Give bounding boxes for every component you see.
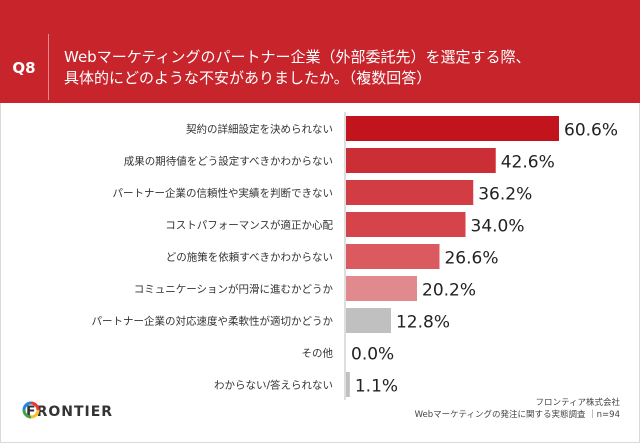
value-label: 1.1%: [355, 377, 398, 397]
bar: [346, 372, 350, 397]
category-label: パートナー企業の信頼性や実績を判断できない: [113, 187, 334, 200]
question-number: Q8: [12, 59, 36, 77]
category-label: 成果の期待値をどう設定すべきかわからない: [124, 155, 333, 168]
company-name: フロンティア株式会社: [535, 398, 621, 408]
category-label: コストパフォーマンスが適正か心配: [165, 219, 333, 232]
frontier-logo: FRONTIER: [22, 401, 113, 423]
value-label: 20.2%: [422, 281, 476, 301]
category-label: 契約の詳細設定を決められない: [186, 123, 333, 136]
value-label: 0.0%: [351, 345, 394, 365]
category-label: どの施策を依頼すべきかわからない: [166, 251, 333, 264]
value-label: 42.6%: [501, 153, 555, 173]
bar-chart-svg: 契約の詳細設定を決められない 60.6% 成果の期待値をどう設定すべきかわからない 4…: [92, 112, 618, 400]
bar: [346, 180, 474, 205]
value-label: 60.6%: [564, 121, 618, 141]
header-divider: [48, 34, 49, 100]
bar-chart: 契約の詳細設定を決められない 60.6% 成果の期待値をどう設定すべきかわからない 4…: [0, 108, 640, 400]
category-label: その他: [302, 347, 334, 360]
bar: [346, 212, 466, 237]
bar: [346, 244, 440, 269]
logo-text: FRONTIER: [26, 404, 114, 420]
value-label: 34.0%: [471, 217, 525, 237]
bar: [346, 148, 496, 173]
bar: [346, 276, 417, 301]
value-label: 12.8%: [396, 313, 450, 333]
question-title: Webマーケティングのパートナー企業（外部委託先）を選定する際、 具体的にどのよ…: [64, 48, 531, 87]
category-label: コミュニケーションが円滑に進むかどうか: [134, 283, 334, 296]
bar: [346, 308, 391, 333]
source-note: フロンティア株式会社 Webマーケティングの発注に関する実態調査 ｜n=94: [415, 397, 620, 421]
bar: [346, 116, 559, 141]
category-label: わからない/答えられない: [214, 379, 333, 392]
value-label: 36.2%: [478, 185, 532, 205]
frontier-logo-icon: [22, 401, 40, 419]
value-label: 26.6%: [444, 249, 498, 269]
category-label: パートナー企業の対応速度や柔軟性が適切かどうか: [92, 315, 334, 328]
question-header: Q8 Webマーケティングのパートナー企業（外部委託先）を選定する際、 具体的に…: [0, 0, 640, 103]
survey-name: Webマーケティングの発注に関する実態調査 ｜n=94: [414, 410, 620, 420]
